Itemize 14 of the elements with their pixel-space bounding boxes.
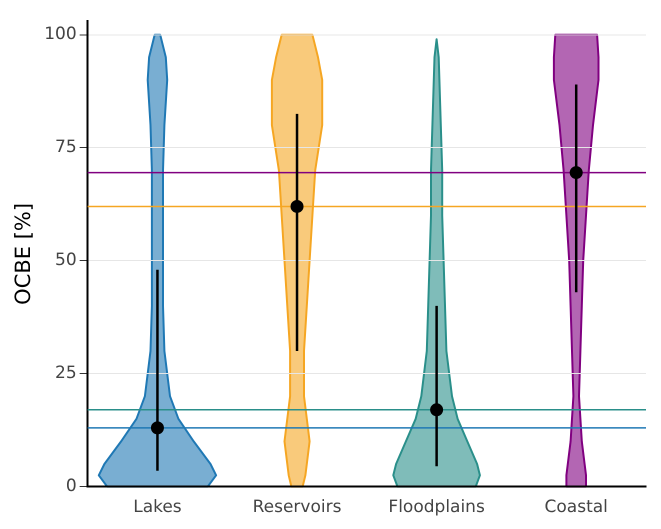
y-tick-label: 0	[66, 476, 77, 496]
point	[150, 421, 164, 434]
x-tick-label: Lakes	[133, 497, 182, 518]
point	[290, 200, 304, 213]
point	[430, 403, 444, 416]
x-tick-label: Coastal	[544, 497, 608, 518]
point	[570, 166, 583, 180]
y-tick-label: 50	[55, 250, 77, 270]
x-tick-label: Floodplains	[388, 497, 485, 518]
y-axis-title: OCBE [%]	[11, 202, 36, 305]
y-tick-label: 25	[55, 363, 77, 384]
y-tick-label: 75	[55, 137, 77, 158]
x-tick-label: Reservoirs	[252, 497, 342, 518]
y-tick-label: 100	[44, 24, 77, 44]
